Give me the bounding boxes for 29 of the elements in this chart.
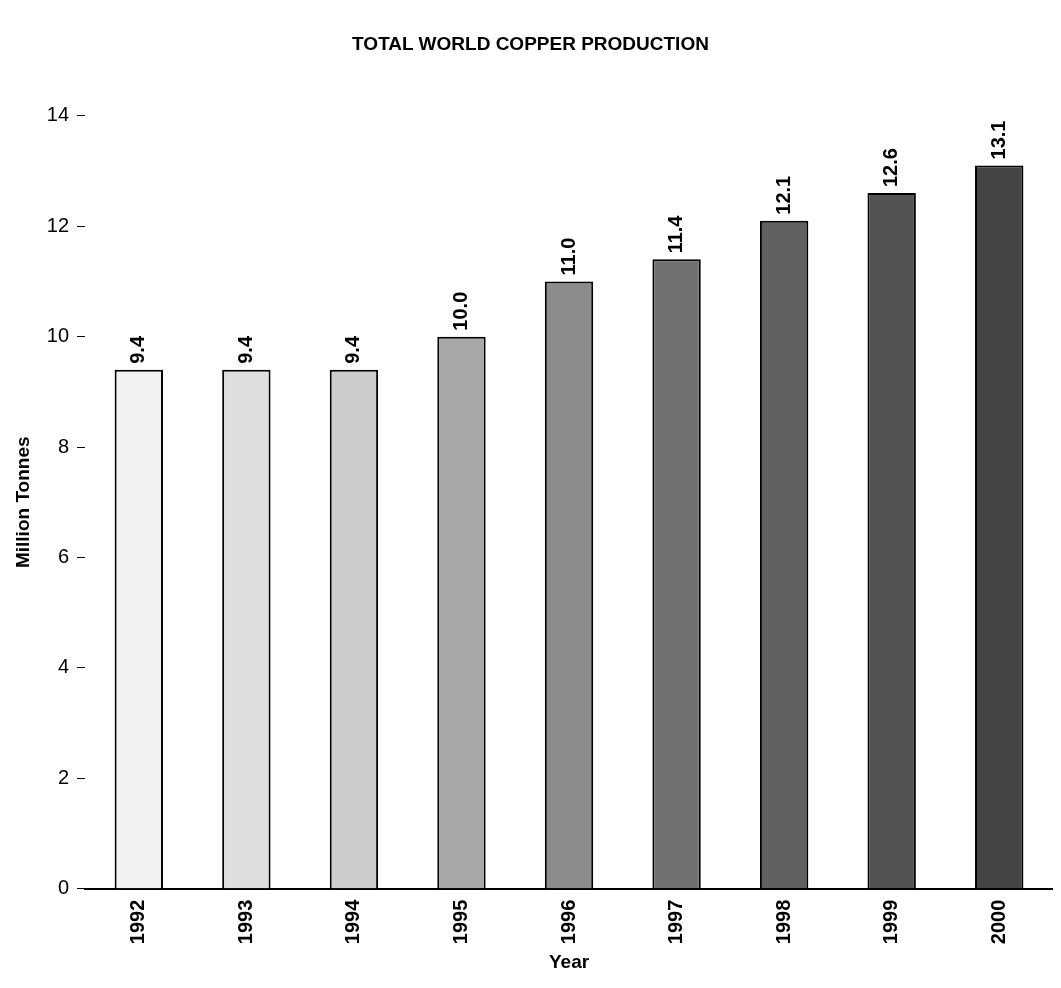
y-tick-label: 2 <box>57 765 70 788</box>
chart-title: TOTAL WORLD COPPER PRODUCTION <box>352 32 709 54</box>
x-tick-label: 1998 <box>771 899 794 945</box>
data-label: 12.6 <box>879 148 902 188</box>
y-tick-label: 6 <box>57 544 70 567</box>
y-tick-label: 14 <box>46 103 70 126</box>
data-label: 9.4 <box>233 335 256 364</box>
data-label: 10.0 <box>448 291 471 331</box>
y-tick-label: 8 <box>57 434 70 457</box>
x-tick-label: 1997 <box>664 899 687 945</box>
data-label: 11.0 <box>556 237 579 276</box>
x-tick-label: 1994 <box>341 898 364 945</box>
data-label: 12.1 <box>771 175 794 215</box>
x-tick-label: 1993 <box>233 899 256 945</box>
data-label: 13.1 <box>986 120 1009 160</box>
y-tick-label: 10 <box>46 324 70 347</box>
x-tick-label: 1999 <box>879 899 902 945</box>
x-tick-label: 1992 <box>126 899 149 945</box>
data-label: 9.4 <box>341 335 364 364</box>
x-tick-label: 2000 <box>986 899 1009 945</box>
y-tick-label: 12 <box>46 213 70 236</box>
data-label: 9.4 <box>126 335 149 364</box>
y-axis-title: Million Tonnes <box>11 436 33 569</box>
x-axis-title: Year <box>548 950 590 972</box>
y-tick-label: 0 <box>57 876 70 899</box>
data-label: 11.4 <box>664 214 687 254</box>
y-tick-label: 4 <box>57 655 70 678</box>
x-tick-label: 1996 <box>556 899 579 945</box>
x-tick-label: 1995 <box>448 899 471 945</box>
